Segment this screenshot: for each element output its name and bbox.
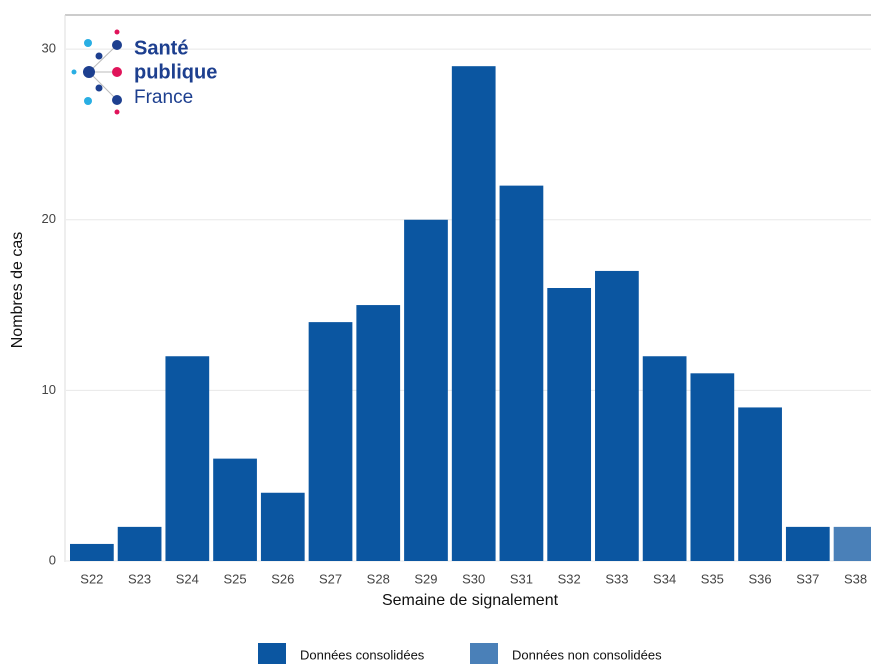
y-tick-label: 30: [42, 41, 56, 56]
logo-dot: [71, 69, 77, 75]
legend-label: Données non consolidées: [512, 647, 662, 662]
logo-line: [88, 71, 118, 101]
bar: [70, 543, 114, 561]
x-tick-label: S22: [80, 571, 103, 586]
bar: [356, 305, 401, 561]
x-tick-label: S34: [653, 571, 676, 586]
logo-line: [88, 44, 118, 73]
logo-dot: [84, 39, 92, 47]
legend-swatch: [470, 643, 498, 664]
y-tick-label: 20: [42, 211, 56, 226]
x-axis-title: Semaine de signalement: [382, 592, 559, 609]
bar: [833, 526, 871, 561]
bar: [260, 492, 305, 561]
bar: [117, 526, 162, 561]
x-tick-label: S32: [558, 571, 581, 586]
logo-dot: [112, 67, 122, 77]
bar: [547, 288, 592, 561]
bar: [595, 270, 639, 561]
logo-dot: [114, 109, 120, 115]
logo-dot: [84, 97, 92, 105]
logo-text: publique: [134, 61, 217, 83]
bar: [738, 407, 782, 561]
x-tick-label: S24: [176, 571, 199, 586]
x-tick-label: S37: [796, 571, 819, 586]
bar: [499, 185, 544, 561]
bar: [213, 458, 257, 561]
bar: [165, 356, 210, 561]
x-tick-label: S23: [128, 571, 151, 586]
logo-text: Santé: [134, 37, 188, 59]
logo-dot: [112, 40, 122, 50]
logo: Santé publique France: [71, 29, 217, 115]
bar: [308, 322, 353, 561]
logo-dot: [112, 95, 122, 105]
logo-dot: [114, 29, 120, 35]
logo-dot: [83, 66, 95, 78]
x-tick-label: S27: [319, 571, 342, 586]
legend-swatch: [258, 643, 286, 664]
bar: [642, 356, 687, 561]
x-tick-label: S30: [462, 571, 485, 586]
x-tick-label: S28: [367, 571, 390, 586]
y-axis-title: Nombres de cas: [9, 232, 26, 349]
y-tick-label: 0: [49, 552, 56, 567]
logo-dot: [95, 52, 103, 60]
bar: [785, 526, 830, 561]
x-tick-label: S36: [749, 571, 772, 586]
x-tick-label: S35: [701, 571, 724, 586]
x-tick-label: S31: [510, 571, 533, 586]
x-tick-label: S38: [844, 571, 867, 586]
bar: [451, 66, 496, 561]
bar: [404, 219, 448, 561]
logo-text: France: [134, 87, 193, 108]
logo-dot: [95, 84, 103, 92]
x-tick-label: S26: [271, 571, 294, 586]
legend-label: Données consolidées: [300, 647, 425, 662]
x-tick-label: S25: [223, 571, 246, 586]
y-tick-label: 10: [42, 382, 56, 397]
x-tick-label: S29: [414, 571, 437, 586]
x-tick-label: S33: [605, 571, 628, 586]
bar: [690, 373, 735, 561]
